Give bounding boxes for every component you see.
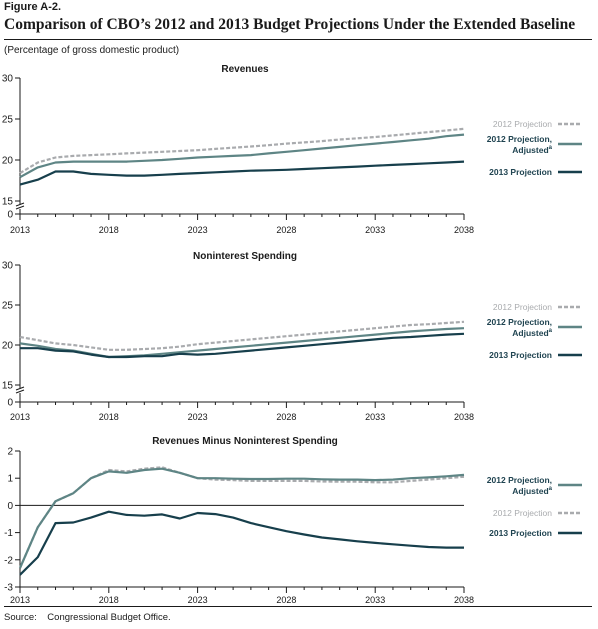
y-tick-label: -1 [4,528,13,539]
legend-label: 2012 Projection, [487,475,552,485]
x-tick-label: 2023 [188,412,208,422]
legend-superscript: a [549,328,553,334]
x-tick-label: 2038 [454,595,474,605]
source-note: Source: Congressional Budget Office. [4,612,171,623]
x-tick-label: 2028 [276,412,296,422]
chart-title: Revenues [221,64,269,75]
axis-break-mark [15,202,25,207]
figure-title: Comparison of CBO’s 2012 and 2013 Budget… [4,16,576,33]
x-tick-label: 2013 [10,225,30,235]
y-tick-label: 20 [2,156,14,167]
figure-subtitle: (Percentage of gross domestic product) [4,45,180,56]
axis-break-mark [15,386,25,391]
chart-panel-1: Revenues 15 20 25 30 0 2013 2018 2023 2028 2033 203… [2,64,582,235]
y-tick-label: 30 [2,74,14,85]
legend-item-p2012: 2012 Projection [493,508,582,518]
axis-break-mark [15,205,25,210]
series-line-p2013 [20,332,465,359]
legend-label: 2013 Projection [489,350,552,360]
y-tick-label: -3 [4,583,13,594]
legend-label: 2013 Projection [489,528,552,538]
legend-label: Adjusteda [512,328,552,338]
figure-label: Figure A-2. [4,1,62,13]
legend-item-p2013: 2013 Projection [489,528,582,538]
x-tick-label: 2033 [365,595,385,605]
y-tick-label: 15 [2,381,14,392]
y-tick-label: 1 [7,474,13,485]
legend-label: Adjusteda [512,486,552,496]
legend-item-p2013: 2013 Projection [489,167,582,177]
legend-item-p2012-adjusted: 2012 Projection,Adjusteda [487,475,582,496]
series-line-p2012-adjusted [18,467,465,569]
x-tick-label: 2033 [365,412,385,422]
title-rule [4,39,592,40]
x-tick-label: 2028 [276,595,296,605]
legend-label: Adjusteda [512,145,552,155]
series-line-p2013 [19,160,465,186]
legend-label: 2012 Projection, [487,317,552,327]
axis-break-gap [16,204,24,209]
y-tick-label: 30 [2,261,14,272]
x-tick-label: 2038 [454,225,474,235]
y-tick-label: 2 [7,447,13,458]
x-tick-label: 2013 [10,595,30,605]
y-tick-label: 15 [2,197,14,208]
legend-item-p2013: 2013 Projection [489,350,582,360]
bottom-rule [4,606,592,607]
legend-label: 2013 Projection [489,167,552,177]
legend-label: 2012 Projection, [487,134,552,144]
series-line-p2012 [19,320,465,351]
series-line-p2013 [19,510,464,576]
legend-superscript: a [549,145,553,151]
y-tick-label: 0 [7,398,13,409]
x-tick-label: 2038 [454,412,474,422]
x-tick-label: 2013 [10,412,30,422]
legend-label: 2012 Projection [493,508,552,518]
chart-panel-2: Noninterest Spending 15 20 25 30 0 2013 2018 202… [2,251,582,422]
y-tick-label: 20 [2,341,14,352]
legend-item-p2012: 2012 Projection [493,119,582,129]
legend-item-p2012-adjusted: 2012 Projection,Adjusteda [487,134,582,155]
axis-break-gap [16,388,24,393]
y-tick-label: 25 [2,301,14,312]
x-tick-label: 2018 [99,412,119,422]
legend-item-p2012: 2012 Projection [493,302,582,312]
axis-break-mark [15,389,25,394]
chart-title: Revenues Minus Noninterest Spending [152,436,338,447]
legend-item-p2012-adjusted: 2012 Projection,Adjusteda [487,317,582,338]
series-line-p2012-adjusted [19,327,465,359]
legend-label: 2012 Projection [493,119,552,129]
series-line-p2012 [19,127,465,175]
y-tick-label: 25 [2,115,14,126]
y-tick-label: -2 [4,555,13,566]
x-tick-label: 2018 [99,595,119,605]
y-tick-label: 0 [7,210,13,221]
x-tick-label: 2018 [99,225,119,235]
x-tick-label: 2023 [188,225,208,235]
x-tick-label: 2023 [188,595,208,605]
legend-superscript: a [549,486,553,492]
series-line-p2012-adjusted [19,133,465,179]
x-tick-label: 2033 [365,225,385,235]
chart-title: Noninterest Spending [193,251,297,262]
legend-label: 2012 Projection [493,302,552,312]
x-tick-label: 2028 [276,225,296,235]
y-tick-label: 0 [7,501,13,512]
chart-panel-3: Revenues Minus Noninterest Spending -3 -2 -… [4,436,582,605]
